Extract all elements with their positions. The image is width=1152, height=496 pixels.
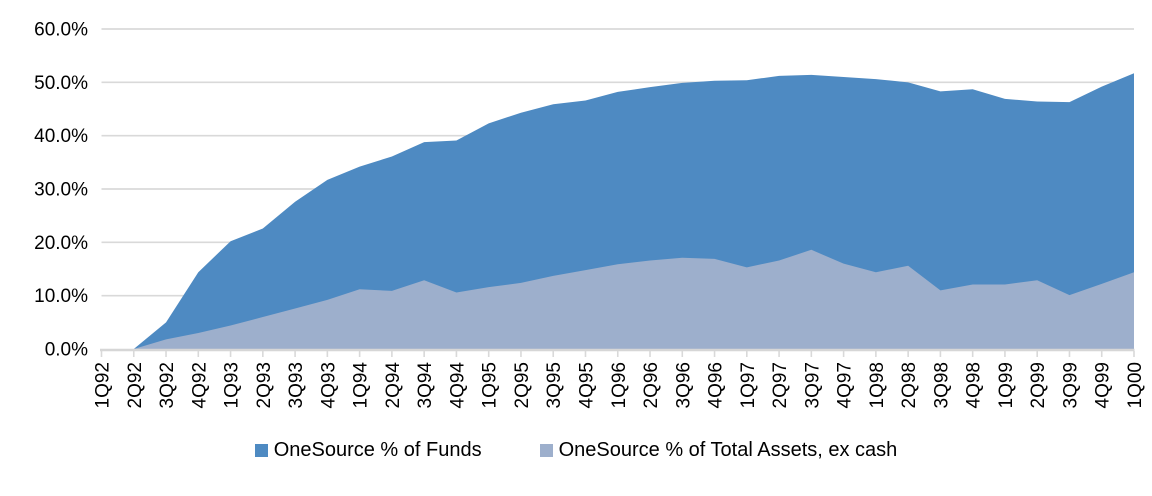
x-axis-tick-label: 2Q92 xyxy=(125,362,146,408)
y-axis-tick-label: 50.0% xyxy=(34,73,88,94)
series-area-assets xyxy=(101,249,1134,349)
x-axis-tick-label: 4Q95 xyxy=(576,362,597,408)
x-axis-tick-label: 2Q99 xyxy=(1028,362,1049,408)
x-axis-tick-label: 3Q93 xyxy=(286,362,307,408)
legend-item-assets: OneSource % of Total Assets, ex cash xyxy=(539,439,898,462)
x-axis-tick-label: 2Q93 xyxy=(254,362,275,408)
y-axis-tick-label: 60.0% xyxy=(34,20,88,41)
x-axis-tick-label: 2Q95 xyxy=(512,362,533,408)
x-axis-tick-label: 1Q00 xyxy=(1125,362,1146,408)
chart-legend: OneSource % of Funds OneSource % of Tota… xyxy=(0,439,1152,462)
x-axis-tick-label: 3Q95 xyxy=(544,362,565,408)
x-axis-tick-label: 3Q98 xyxy=(931,362,952,408)
x-axis-tick-label: 3Q92 xyxy=(157,362,178,408)
x-axis-tick-label: 1Q94 xyxy=(351,362,372,409)
x-axis-tick-label: 1Q98 xyxy=(867,362,888,408)
y-axis-tick-label: 0.0% xyxy=(45,340,88,361)
x-axis-tick-label: 3Q99 xyxy=(1060,362,1081,408)
y-axis-tick-label: 10.0% xyxy=(34,286,88,307)
x-axis-tick-label: 1Q99 xyxy=(996,362,1017,408)
x-axis-tick-label: 1Q97 xyxy=(738,362,759,408)
x-axis-tick-label: 1Q96 xyxy=(609,362,630,408)
legend-label-funds: OneSource % of Funds xyxy=(273,439,482,461)
y-axis-tick-label: 40.0% xyxy=(34,126,88,147)
x-axis-tick-label: 4Q97 xyxy=(835,362,856,408)
x-axis-tick-label: 1Q93 xyxy=(222,362,243,408)
x-axis-tick-label: 1Q92 xyxy=(93,362,114,408)
legend-label-assets: OneSource % of Total Assets, ex cash xyxy=(558,439,898,461)
y-axis-tick-label: 30.0% xyxy=(34,180,88,201)
y-axis-tick-label: 20.0% xyxy=(34,233,88,254)
x-axis-tick-label: 4Q94 xyxy=(447,362,468,409)
x-axis-tick-label: 4Q92 xyxy=(189,362,210,408)
x-axis-tick-label: 4Q98 xyxy=(964,362,985,408)
x-axis-tick-label: 4Q93 xyxy=(318,362,339,408)
x-axis-tick-label: 2Q97 xyxy=(770,362,791,408)
x-axis-tick-label: 4Q99 xyxy=(1093,362,1114,408)
x-axis-tick-label: 3Q96 xyxy=(673,362,694,408)
x-axis-tick-label: 1Q95 xyxy=(480,362,501,408)
x-axis-tick-label: 2Q98 xyxy=(899,362,920,408)
x-axis-tick-label: 2Q94 xyxy=(383,362,404,409)
x-axis-tick-label: 3Q97 xyxy=(802,362,823,408)
legend-swatch-funds-icon xyxy=(254,444,268,457)
x-axis-tick-label: 2Q96 xyxy=(641,362,662,408)
x-axis-tick-label: 3Q94 xyxy=(415,362,436,409)
legend-item-funds: OneSource % of Funds xyxy=(254,439,482,462)
x-axis-tick-label: 4Q96 xyxy=(706,362,727,408)
legend-swatch-assets-icon xyxy=(539,444,553,457)
